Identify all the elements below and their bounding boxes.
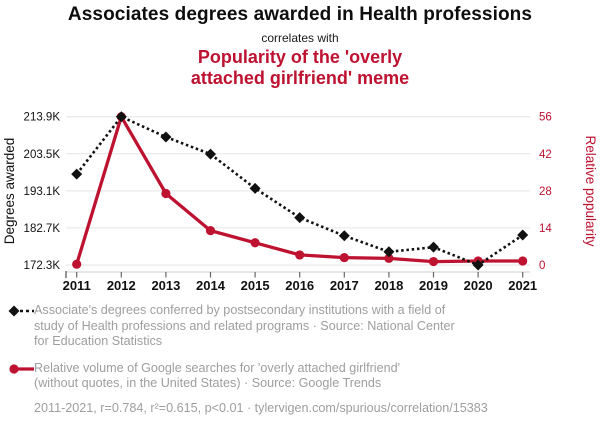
left-axis-tick-label: 203.5K xyxy=(24,149,61,161)
legend-item-degrees: Associate's degrees conferred by postsec… xyxy=(8,303,592,350)
x-axis-year-label: 2011 xyxy=(63,278,91,293)
data-point-diamond-2014 xyxy=(205,148,216,160)
data-point-circle-2021 xyxy=(518,256,528,266)
legend-popularity-line-1: Relative volume of Google searches for '… xyxy=(34,360,401,375)
x-axis-year-label: 2021 xyxy=(508,278,537,293)
legend-popularity-line-2: (without quotes, in the United States) ·… xyxy=(34,376,382,391)
data-point-circle-2017 xyxy=(339,252,349,263)
data-point-diamond-2013 xyxy=(160,131,172,143)
left-axis-tick-label: 172.3K xyxy=(24,260,61,272)
page-title: Associates degrees awarded in Health pro… xyxy=(67,4,533,25)
subtitle-line-1: Popularity of the 'overly xyxy=(197,47,403,67)
right-axis-tick-label: 42 xyxy=(539,149,552,161)
data-point-diamond-2015 xyxy=(249,182,261,194)
right-axis-tick-label: 28 xyxy=(539,186,552,198)
data-point-diamond-2020 xyxy=(472,259,484,271)
legend-degrees-line-2: study of Health professions and related … xyxy=(34,318,455,333)
x-axis-year-label: 2014 xyxy=(196,278,226,293)
data-point-circle-2016 xyxy=(295,250,305,260)
left-axis-tick-label: 193.1K xyxy=(24,186,61,198)
left-axis-title: Degrees awarded xyxy=(2,138,17,245)
data-point-diamond-2019 xyxy=(428,241,439,253)
x-axis-year-label: 2017 xyxy=(330,278,359,293)
chart-plot-area: 213.9K 56 203.5K 42 193.1K 28 182.7K 14 172.3K 0 2… xyxy=(0,100,600,300)
connector-text: correlates with xyxy=(261,31,339,45)
data-point-diamond-2017 xyxy=(338,230,350,242)
data-point-circle-2015 xyxy=(250,238,260,248)
right-axis-tick-label: 56 xyxy=(539,112,552,124)
legend-degrees-line-1: Associate's degrees conferred by postsec… xyxy=(34,303,446,317)
data-point-diamond-2016 xyxy=(294,212,306,224)
legend-degrees-line-3: for Education Statistics xyxy=(34,334,163,349)
right-axis-tick-label: 14 xyxy=(539,223,552,235)
data-point-circle-2013 xyxy=(161,188,171,199)
data-point-diamond-2012 xyxy=(115,111,127,123)
subtitle-line-2: attached girlfriend' meme xyxy=(190,68,410,88)
left-axis-tick-label: 182.7K xyxy=(24,223,61,235)
x-axis-year-label: 2018 xyxy=(374,278,403,293)
legend-text-degrees: Associate's degrees conferred by postsec… xyxy=(34,303,592,350)
data-point-circle-2019 xyxy=(428,256,439,267)
left-axis-tick-label: 213.9K xyxy=(24,112,61,124)
right-axis-title: Relative popularity xyxy=(583,135,598,246)
data-point-diamond-2018 xyxy=(383,246,395,258)
chart-legend: Associate's degrees conferred by postsec… xyxy=(8,303,592,417)
data-point-diamond-2011 xyxy=(71,168,83,180)
x-axis-year-label: 2013 xyxy=(151,278,180,293)
subtitle: Popularity of the 'overly attached girlf… xyxy=(0,47,600,89)
legend-text-popularity: Relative volume of Google searches for '… xyxy=(34,361,592,392)
series-line-diamond xyxy=(75,115,524,267)
x-axis-year-label: 2020 xyxy=(464,278,493,293)
x-axis-year-label: 2012 xyxy=(107,278,136,293)
data-point-diamond-2021 xyxy=(517,229,529,241)
data-point-circle-2018 xyxy=(384,253,394,263)
x-axis-year-label: 2016 xyxy=(285,278,314,293)
right-axis-tick-label: 0 xyxy=(539,260,545,272)
legend-item-popularity: Relative volume of Google searches for '… xyxy=(8,361,592,392)
black-diamond-dashed-line-icon xyxy=(8,305,34,322)
x-axis-year-label: 2015 xyxy=(241,278,270,293)
data-point-circle-2014 xyxy=(205,225,216,236)
data-point-circle-2011 xyxy=(72,259,82,269)
red-circle-solid-line-icon xyxy=(8,363,34,380)
stats-footnote: 2011-2021, r=0.784, r²=0.615, p<0.01 · t… xyxy=(34,400,488,415)
x-axis-year-label: 2019 xyxy=(419,278,448,293)
